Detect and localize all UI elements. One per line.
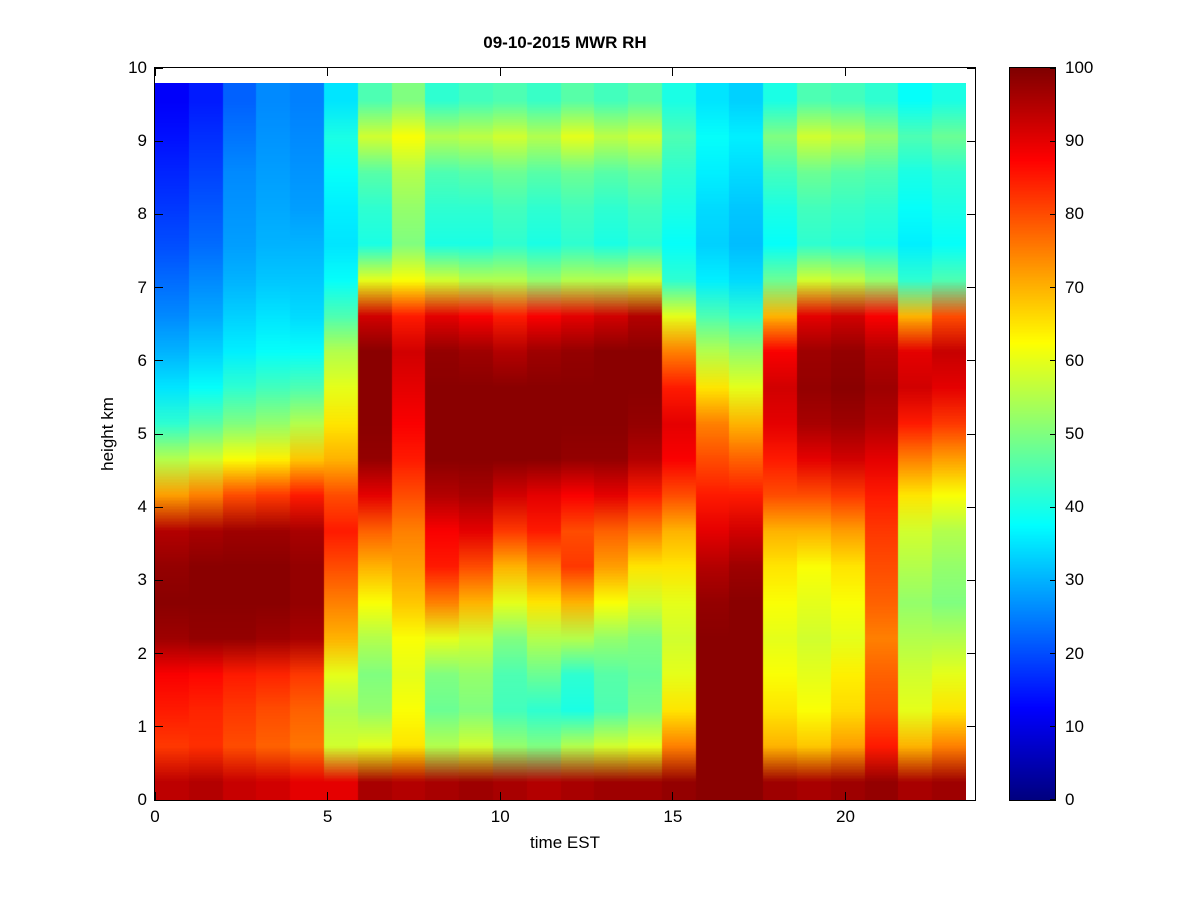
y-tick-mark xyxy=(155,140,163,142)
x-tick-label: 20 xyxy=(836,807,855,826)
y-tick-mark xyxy=(967,287,975,289)
colorbar-tick-mark xyxy=(1050,287,1055,289)
y-tick-mark xyxy=(967,360,975,362)
colorbar-tick-label: 30 xyxy=(1065,570,1084,590)
colorbar-tick-mark xyxy=(1050,506,1055,508)
y-tick-label: 2 xyxy=(137,643,147,663)
y-tick-mark xyxy=(155,726,163,728)
x-tick-mark xyxy=(154,68,156,76)
plot-area xyxy=(154,67,976,801)
y-tick-mark xyxy=(155,653,163,655)
colorbar-tick-label: 90 xyxy=(1065,131,1084,151)
x-tick-mark xyxy=(327,792,329,800)
y-tick-label: 0 xyxy=(137,790,147,809)
colorbar-tick-mark xyxy=(1050,213,1055,215)
x-axis-label: time EST xyxy=(530,833,600,852)
x-tick-mark xyxy=(845,792,847,800)
y-tick-label: 1 xyxy=(137,716,147,736)
y-tick-label: 10 xyxy=(128,58,147,77)
y-tick-mark xyxy=(155,360,163,362)
heatmap-canvas xyxy=(155,83,966,800)
colorbar-tick-label: 80 xyxy=(1065,204,1084,224)
colorbar-tick-mark xyxy=(1050,726,1055,728)
y-tick-mark xyxy=(967,799,975,801)
y-tick-label: 9 xyxy=(137,131,147,151)
y-tick-label: 6 xyxy=(137,350,147,370)
y-tick-mark xyxy=(155,213,163,215)
x-tick-label: 5 xyxy=(322,807,333,826)
colorbar-tick-mark xyxy=(1050,68,1055,69)
colorbar-tick-mark xyxy=(1050,433,1055,435)
colorbar-tick-label: 10 xyxy=(1065,716,1084,736)
y-tick-label: 5 xyxy=(137,424,147,443)
colorbar xyxy=(1009,67,1056,801)
colorbar-tick-label: 20 xyxy=(1065,643,1084,663)
x-tick-mark xyxy=(672,68,674,76)
colorbar-tick-label: 50 xyxy=(1065,424,1084,443)
y-tick-mark xyxy=(967,140,975,142)
x-tick-label: 15 xyxy=(663,807,683,826)
y-tick-mark xyxy=(967,579,975,581)
x-tick-label: 0 xyxy=(150,807,160,826)
y-tick-mark xyxy=(967,433,975,435)
x-tick-mark xyxy=(499,792,501,800)
y-tick-mark xyxy=(155,799,163,801)
colorbar-tick-mark xyxy=(1050,799,1055,800)
x-tick-mark xyxy=(154,792,156,800)
colorbar-tick-mark xyxy=(1050,653,1055,655)
colorbar-tick-label: 60 xyxy=(1065,350,1084,370)
y-tick-mark xyxy=(155,579,163,581)
y-tick-mark xyxy=(155,506,163,508)
x-tick-mark xyxy=(672,792,674,800)
y-tick-mark xyxy=(967,213,975,215)
y-tick-label: 3 xyxy=(137,570,147,590)
x-tick-mark xyxy=(845,68,847,76)
y-tick-label: 7 xyxy=(137,277,147,297)
y-tick-mark xyxy=(967,506,975,508)
chart-title: 09-10-2015 MWR RH xyxy=(483,33,647,52)
x-tick-mark xyxy=(327,68,329,76)
y-tick-label: 4 xyxy=(137,497,147,517)
x-tick-mark xyxy=(499,68,501,76)
colorbar-tick-mark xyxy=(1050,579,1055,581)
colorbar-tick-label: 100 xyxy=(1065,58,1094,77)
y-tick-label: 8 xyxy=(137,204,147,224)
x-tick-label: 10 xyxy=(490,807,510,826)
colorbar-tick-mark xyxy=(1050,140,1055,142)
colorbar-tick-label: 40 xyxy=(1065,497,1084,517)
colorbar-tick-mark xyxy=(1050,360,1055,362)
y-tick-mark xyxy=(967,67,975,69)
y-tick-mark xyxy=(155,433,163,435)
y-tick-mark xyxy=(155,287,163,289)
colorbar-canvas xyxy=(1010,68,1055,800)
colorbar-tick-label: 0 xyxy=(1065,790,1075,809)
colorbar-tick-label: 70 xyxy=(1065,277,1084,297)
y-tick-mark xyxy=(967,653,975,655)
y-tick-mark xyxy=(967,726,975,728)
y-tick-mark xyxy=(155,67,163,69)
